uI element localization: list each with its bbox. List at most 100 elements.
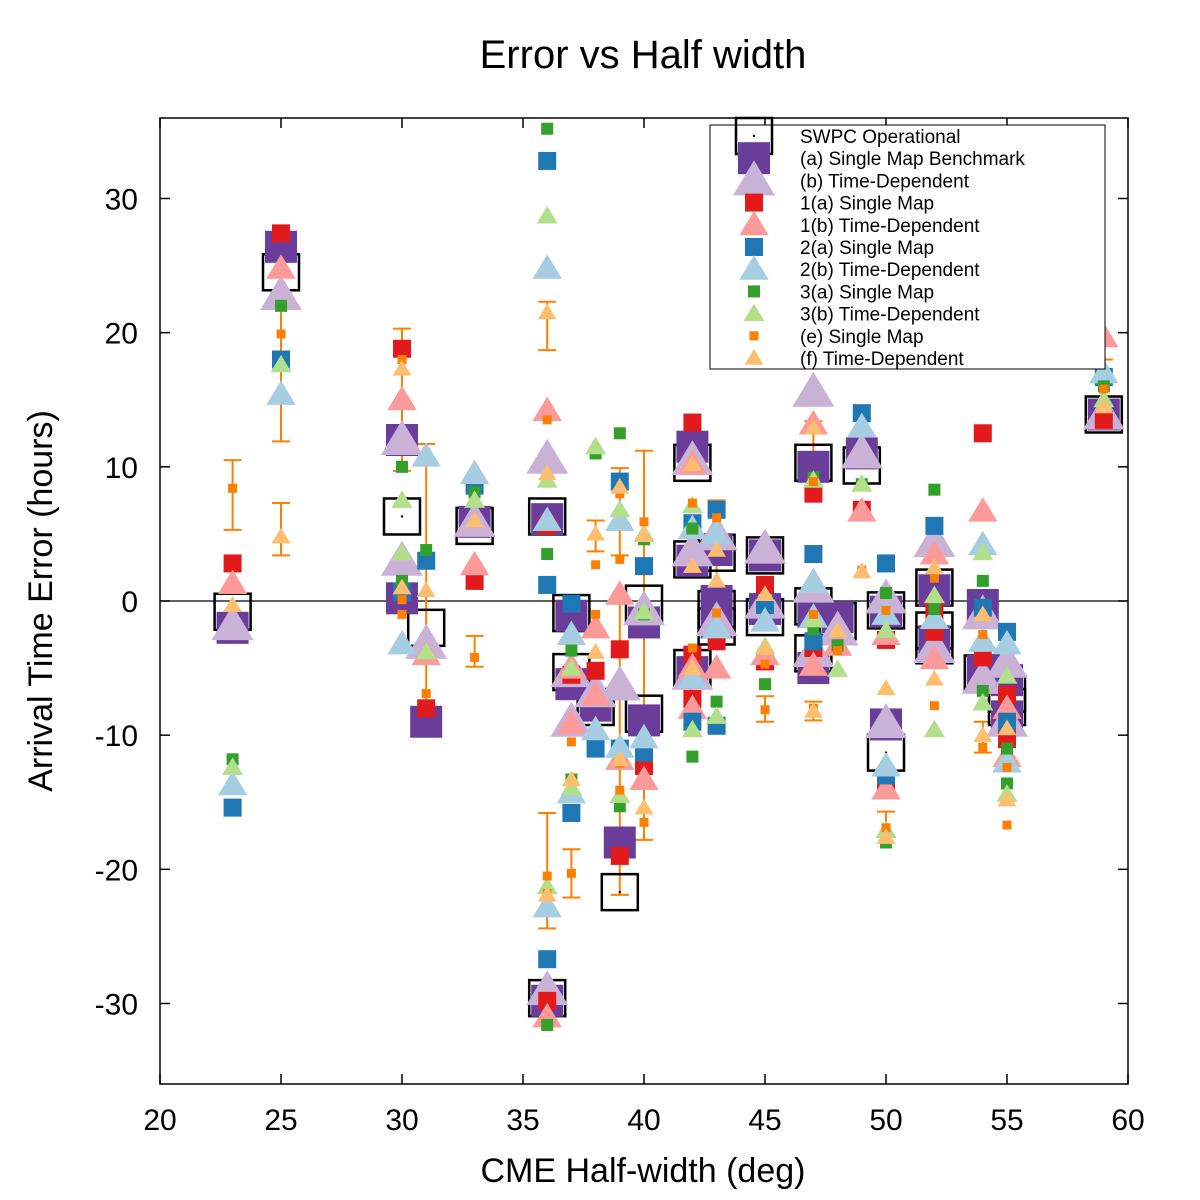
legend-label: 3(a) Single Map xyxy=(800,282,934,303)
data-point xyxy=(420,544,433,557)
data-point xyxy=(565,644,578,657)
data-point xyxy=(591,560,601,570)
data-point xyxy=(465,511,485,528)
data-point xyxy=(266,254,296,279)
data-point xyxy=(223,596,243,612)
data-point xyxy=(610,846,629,865)
data-point xyxy=(976,684,989,697)
data-point xyxy=(1001,742,1013,755)
data-point xyxy=(536,876,558,895)
data-point xyxy=(978,630,988,640)
data-point xyxy=(586,739,605,758)
data-point xyxy=(928,603,941,616)
data-point xyxy=(585,436,607,455)
data-point xyxy=(919,604,950,629)
data-point xyxy=(880,586,892,599)
legend-entry: 1(b) Time-Dependent xyxy=(739,210,980,237)
data-point xyxy=(591,609,601,619)
data-point xyxy=(827,659,849,677)
data-point xyxy=(392,578,412,595)
legend-entry: (f) Time-Dependent xyxy=(744,349,964,370)
data-point xyxy=(707,541,727,557)
legend-label: (e) Single Map xyxy=(800,327,924,348)
x-tick-label: 20 xyxy=(143,1104,176,1137)
data-point xyxy=(992,694,1022,719)
data-point xyxy=(804,545,823,564)
data-point xyxy=(973,424,992,443)
data-point xyxy=(877,554,895,573)
data-point xyxy=(464,490,486,508)
data-point xyxy=(833,646,843,656)
data-point xyxy=(929,573,939,583)
data-point xyxy=(744,528,786,564)
data-point xyxy=(605,506,635,531)
data-point xyxy=(634,526,654,543)
legend-marker xyxy=(745,193,763,212)
data-point xyxy=(992,748,1022,773)
legend: SWPC Operational(a) Single Map Benchmark… xyxy=(709,116,1106,370)
legend-marker xyxy=(744,349,764,365)
data-point xyxy=(381,420,423,455)
data-point xyxy=(538,991,557,1010)
data-point xyxy=(759,678,771,691)
data-point xyxy=(580,715,611,741)
data-point xyxy=(532,396,562,421)
data-point xyxy=(536,205,558,224)
data-point xyxy=(978,742,988,752)
data-point xyxy=(416,581,436,598)
data-point xyxy=(923,719,945,738)
data-point xyxy=(871,752,901,777)
data-point xyxy=(537,464,557,481)
data-point xyxy=(876,679,896,695)
data-point xyxy=(270,354,292,373)
data-point xyxy=(275,299,287,312)
data-point xyxy=(710,695,723,708)
data-point xyxy=(538,575,557,594)
data-point xyxy=(532,254,562,279)
data-point xyxy=(865,703,907,739)
data-point xyxy=(271,527,291,544)
y-tick-label: -10 xyxy=(95,720,138,753)
data-point xyxy=(750,607,780,632)
data-point xyxy=(532,506,562,531)
x-tick-label: 60 xyxy=(1111,1104,1144,1137)
data-point xyxy=(459,459,490,485)
data-point xyxy=(701,519,732,545)
data-point xyxy=(924,669,944,686)
chart-title: Error vs Half width xyxy=(480,33,807,77)
data-point xyxy=(686,522,699,535)
data-point xyxy=(681,719,703,738)
data-point xyxy=(541,548,554,561)
data-point xyxy=(562,803,581,822)
data-point xyxy=(605,580,635,605)
data-point xyxy=(276,329,286,339)
x-tick-label: 25 xyxy=(264,1104,297,1137)
data-point xyxy=(808,477,818,487)
data-point xyxy=(537,885,557,902)
data-point xyxy=(615,554,625,564)
legend-label: 2(b) Time-Dependent xyxy=(800,260,980,281)
data-point xyxy=(1094,410,1113,429)
data-point xyxy=(223,798,242,817)
legend-box xyxy=(709,124,1106,370)
data-point xyxy=(847,412,877,438)
data-point xyxy=(538,950,557,969)
data-point xyxy=(605,733,635,758)
legend-label: (f) Time-Dependent xyxy=(800,349,964,370)
data-point xyxy=(1002,820,1012,830)
data-point xyxy=(639,817,649,827)
y-tick-label: 10 xyxy=(105,452,138,485)
data-point xyxy=(556,709,587,734)
data-point xyxy=(712,513,722,523)
data-point xyxy=(760,659,770,669)
legend-label: SWPC Operational xyxy=(800,127,961,148)
data-point xyxy=(223,554,242,573)
data-points xyxy=(211,122,1125,1031)
data-point xyxy=(706,706,728,724)
data-point xyxy=(633,601,655,620)
legend-entry: (a) Single Map Benchmark xyxy=(738,142,1025,175)
legend-label: 3(b) Time-Dependent xyxy=(800,305,980,326)
data-point xyxy=(526,438,569,474)
error-bar xyxy=(223,459,242,531)
